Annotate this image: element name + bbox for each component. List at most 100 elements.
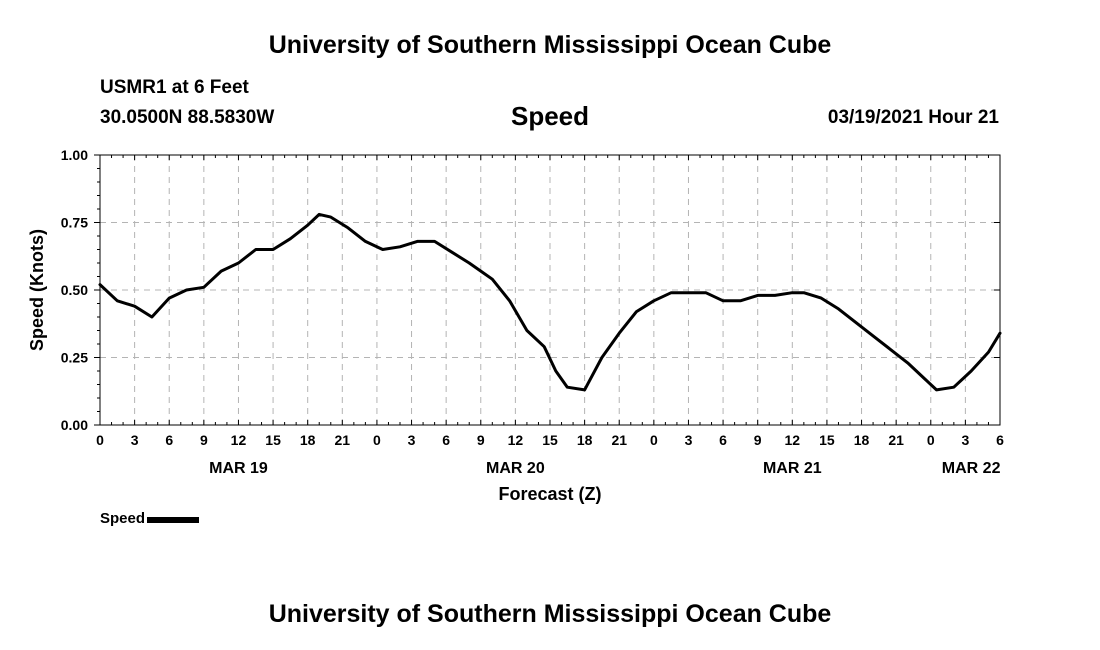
x-tick-label: 18 bbox=[300, 432, 316, 448]
x-tick-label: 18 bbox=[854, 432, 870, 448]
data-point bbox=[953, 386, 955, 389]
data-point bbox=[433, 240, 436, 243]
data-point bbox=[756, 294, 759, 297]
x-tick-label: 9 bbox=[754, 432, 762, 448]
series-line-speed bbox=[98, 212, 1002, 392]
data-point bbox=[999, 332, 1001, 335]
x-tick-label: 12 bbox=[231, 432, 247, 448]
x-tick-label: 21 bbox=[888, 432, 904, 448]
date-label: MAR 22 bbox=[942, 460, 1001, 477]
data-point bbox=[185, 289, 188, 291]
y-tick-label: 0.50 bbox=[61, 282, 88, 298]
x-tick-label: 0 bbox=[96, 432, 104, 448]
data-point bbox=[508, 300, 511, 302]
data-point bbox=[480, 270, 482, 272]
date-label: MAR 20 bbox=[486, 460, 545, 477]
data-point bbox=[347, 227, 349, 229]
data-point bbox=[99, 283, 101, 286]
series-layer bbox=[98, 212, 1002, 392]
data-point bbox=[220, 270, 222, 272]
y-tick-label: 1.00 bbox=[61, 147, 88, 163]
data-point bbox=[601, 356, 603, 359]
datetime-label: 03/19/2021 Hour 21 bbox=[827, 107, 999, 128]
grid-lines bbox=[100, 155, 1000, 425]
plot-frame bbox=[99, 154, 1001, 426]
x-tick-label: 6 bbox=[996, 432, 1004, 448]
date-label: MAR 21 bbox=[763, 460, 822, 477]
x-tick-label: 12 bbox=[508, 432, 524, 448]
data-point bbox=[416, 240, 419, 243]
data-point bbox=[970, 370, 972, 372]
legend: Speed bbox=[100, 510, 200, 527]
data-point bbox=[906, 362, 909, 364]
page-title: University of Southern Mississippi Ocean… bbox=[268, 31, 832, 59]
date-label: MAR 19 bbox=[209, 460, 268, 477]
x-tick-label: 9 bbox=[200, 432, 208, 448]
x-tick-label: 6 bbox=[442, 432, 450, 448]
data-point bbox=[924, 378, 926, 380]
data-point bbox=[583, 389, 586, 391]
data-point bbox=[739, 300, 742, 302]
data-point bbox=[543, 345, 545, 348]
data-point bbox=[237, 262, 240, 264]
data-point bbox=[705, 291, 707, 294]
data-point bbox=[566, 386, 569, 389]
data-point bbox=[889, 348, 892, 351]
data-point bbox=[399, 246, 401, 248]
data-point bbox=[330, 216, 332, 218]
data-point bbox=[203, 286, 205, 289]
data-point bbox=[168, 297, 170, 299]
footer-title: University of Southern Mississippi Ocean… bbox=[268, 600, 832, 628]
variable-title: Speed bbox=[510, 101, 590, 131]
data-point bbox=[803, 291, 805, 294]
data-point bbox=[381, 248, 384, 251]
x-tick-label: 3 bbox=[685, 432, 693, 448]
data-point bbox=[451, 251, 453, 253]
data-point bbox=[987, 351, 990, 353]
data-point bbox=[820, 297, 822, 299]
station-label: USMR1 at 6 Feet bbox=[100, 77, 249, 98]
data-point bbox=[555, 370, 557, 372]
data-point bbox=[774, 294, 776, 297]
data-point bbox=[855, 321, 857, 324]
data-point bbox=[791, 291, 794, 294]
legend-swatch bbox=[147, 517, 200, 523]
x-tick-label: 0 bbox=[650, 432, 658, 448]
x-tick-label: 15 bbox=[265, 432, 281, 448]
legend-label: Speed bbox=[100, 510, 146, 527]
data-point bbox=[618, 332, 620, 335]
x-tick-label: 15 bbox=[542, 432, 558, 448]
x-tick-label: 6 bbox=[165, 432, 173, 448]
data-point bbox=[468, 262, 471, 264]
data-point bbox=[318, 213, 321, 216]
y-axis-label: Speed (Knots) bbox=[27, 229, 47, 351]
x-tick-label: 18 bbox=[577, 432, 593, 448]
data-point bbox=[289, 237, 292, 240]
data-point bbox=[491, 278, 494, 281]
data-point bbox=[272, 248, 274, 251]
y-tick-label: 0.00 bbox=[61, 417, 88, 433]
x-tick-label: 9 bbox=[477, 432, 485, 448]
data-point bbox=[526, 329, 528, 332]
x-tick-label: 3 bbox=[131, 432, 139, 448]
x-tick-label: 3 bbox=[408, 432, 416, 448]
data-point bbox=[935, 389, 938, 391]
data-point bbox=[653, 300, 655, 302]
coordinates-label: 30.0500N 88.5830W bbox=[100, 107, 275, 128]
x-tick-label: 6 bbox=[719, 432, 727, 448]
data-point bbox=[306, 224, 309, 226]
data-point bbox=[635, 310, 638, 313]
data-point bbox=[255, 248, 257, 251]
data-point bbox=[722, 300, 724, 302]
y-tick-label: 0.75 bbox=[61, 215, 88, 231]
data-point bbox=[872, 335, 874, 337]
tick-labels: 0 3 6 9 12 15 18 21 0 3 6 9 12 15 18 21 0 3 6 9 12 15 18 21 0 3 6 M… bbox=[61, 147, 1004, 477]
data-point bbox=[133, 305, 136, 308]
x-tick-label: 15 bbox=[819, 432, 835, 448]
x-axis-label: Forecast (Z) bbox=[498, 484, 601, 504]
data-point bbox=[116, 300, 119, 302]
data-point bbox=[151, 316, 153, 318]
data-point bbox=[687, 291, 690, 294]
x-tick-label: 21 bbox=[611, 432, 627, 448]
